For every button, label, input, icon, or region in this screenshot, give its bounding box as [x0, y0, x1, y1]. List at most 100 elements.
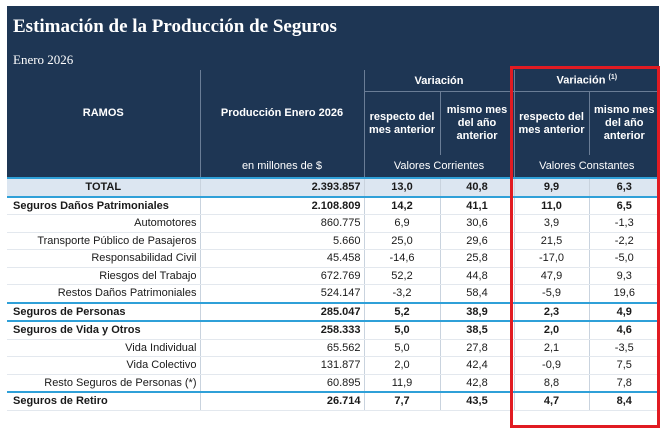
report-header: Estimación de la Producción de Seguros E…: [7, 6, 659, 70]
table-row: Seguros de Retiro 26.714 7,7 43,5 4,7 8,4: [7, 391, 660, 411]
variacion-anio-cell: 25,8: [440, 249, 515, 268]
production-table: RAMOS Producción Enero 2026 Variación Va…: [7, 70, 660, 411]
table-row: Automotores 860.775 6,9 30,6 3,9 -1,3: [7, 214, 660, 233]
variacion-constante-mes-cell: 47,9: [514, 267, 590, 285]
variacion-constante-anio-cell: 4,6: [589, 320, 660, 340]
table-row: Seguros de Personas 285.047 5,2 38,9 2,3 4,9: [7, 301, 660, 322]
header-respecto-mes-anterior-constantes: respecto del mes anterior: [514, 91, 590, 155]
ramo-cell: Seguros de Retiro: [7, 391, 201, 411]
variacion-anio-cell: 30,6: [440, 214, 515, 233]
variacion-mes-cell: 25,0: [364, 232, 441, 250]
variacion-constante-anio-cell: -2,2: [589, 232, 660, 250]
ramo-cell: Vida Individual: [7, 339, 201, 357]
produccion-cell: 131.877: [200, 356, 365, 375]
table-row: Vida Colectivo 131.877 2,0 42,4 -0,9 7,5: [7, 356, 660, 375]
variacion-constante-mes-cell: -17,0: [514, 249, 590, 268]
variacion-constante-anio-cell: -3,5: [589, 339, 660, 357]
variacion-mes-cell: -3,2: [364, 284, 441, 303]
produccion-cell: 26.714: [200, 391, 365, 411]
variacion-constante-mes-cell: 2,0: [514, 320, 590, 340]
header-produccion: Producción Enero 2026: [200, 70, 365, 155]
variacion-constante-anio-cell: -5,0: [589, 249, 660, 268]
header-valores-constantes: Valores Constantes: [514, 155, 660, 179]
ramo-cell: Automotores: [7, 214, 201, 233]
variacion-mes-cell: 14,2: [364, 196, 441, 215]
table-row: Transporte Público de Pasajeros 5.660 25,0…: [7, 232, 660, 250]
variacion-constante-anio-cell: 9,3: [589, 267, 660, 285]
header-ramos: RAMOS: [7, 70, 201, 155]
footnote-marker: (1): [608, 74, 618, 82]
variacion-constante-mes-cell: 9,9: [514, 177, 590, 198]
variacion-mes-cell: 5,2: [364, 301, 441, 322]
produccion-cell: 860.775: [200, 214, 365, 233]
report-title: Estimación de la Producción de Seguros: [13, 16, 337, 37]
variacion-anio-cell: 44,8: [440, 267, 515, 285]
variacion-constante-mes-cell: 21,5: [514, 232, 590, 250]
highlight-box-valores-constantes: [510, 66, 660, 428]
variacion-constante-anio-cell: 6,3: [589, 177, 660, 198]
table-row: TOTAL 2.393.857 13,0 40,8 9,9 6,3: [7, 177, 660, 198]
variacion-anio-cell: 42,8: [440, 374, 515, 393]
produccion-cell: 60.895: [200, 374, 365, 393]
variacion-anio-cell: 38,9: [440, 301, 515, 322]
produccion-cell: 5.660: [200, 232, 365, 250]
table-row: Responsabilidad Civil 45.458 -14,6 25,8 -17,…: [7, 249, 660, 268]
table-row: Vida Individual 65.562 5,0 27,8 2,1 -3,5: [7, 339, 660, 357]
variacion-mes-cell: 5,0: [364, 339, 441, 357]
produccion-cell: 258.333: [200, 320, 365, 340]
variacion-anio-cell: 41,1: [440, 196, 515, 215]
produccion-cell: 65.562: [200, 339, 365, 357]
ramo-cell: Restos Daños Patrimoniales: [7, 284, 201, 303]
variacion-constante-mes-cell: -0,9: [514, 356, 590, 375]
variacion-anio-cell: 58,4: [440, 284, 515, 303]
variacion-mes-cell: 52,2: [364, 267, 441, 285]
variacion-anio-cell: 38,5: [440, 320, 515, 340]
variacion-anio-cell: 42,4: [440, 356, 515, 375]
ramo-cell: Seguros de Personas: [7, 301, 201, 322]
variacion-constante-anio-cell: 8,4: [589, 391, 660, 411]
variacion-mes-cell: 11,9: [364, 374, 441, 393]
variacion-constante-mes-cell: 2,1: [514, 339, 590, 357]
header-mismo-mes-anio-anterior-constantes: mismo mes del año anterior: [589, 91, 660, 155]
variacion-mes-cell: 2,0: [364, 356, 441, 375]
table-row: Riesgos del Trabajo 672.769 52,2 44,8 47,9 9,…: [7, 267, 660, 285]
variacion-constante-anio-cell: 7,5: [589, 356, 660, 375]
produccion-cell: 2.393.857: [200, 177, 365, 198]
table-row: Resto Seguros de Personas (*) 60.895 11,9 4…: [7, 374, 660, 393]
produccion-cell: 672.769: [200, 267, 365, 285]
variacion-constante-mes-cell: 3,9: [514, 214, 590, 233]
produccion-cell: 2.108.809: [200, 196, 365, 215]
table-body: TOTAL 2.393.857 13,0 40,8 9,9 6,3 Seguros Daño…: [7, 177, 660, 411]
variacion-constante-anio-cell: 6,5: [589, 196, 660, 215]
report-subtitle: Enero 2026: [13, 52, 74, 67]
header-variacion-constantes: Variación (1): [514, 70, 660, 92]
header-variacion-constantes-label: Variación: [556, 74, 606, 87]
header-unidad: en millones de $: [200, 155, 365, 179]
table-row: Seguros Daños Patrimoniales 2.108.809 14,2…: [7, 196, 660, 215]
variacion-mes-cell: 5,0: [364, 320, 441, 340]
variacion-constante-mes-cell: 4,7: [514, 391, 590, 411]
produccion-cell: 524.147: [200, 284, 365, 303]
ramo-cell: Responsabilidad Civil: [7, 249, 201, 268]
ramo-cell: Transporte Público de Pasajeros: [7, 232, 201, 250]
variacion-constante-anio-cell: -1,3: [589, 214, 660, 233]
header-respecto-mes-anterior: respecto del mes anterior: [364, 91, 441, 155]
header-variacion-corrientes: Variación: [364, 70, 515, 92]
ramo-cell: Seguros de Vida y Otros: [7, 320, 201, 340]
ramo-cell: Riesgos del Trabajo: [7, 267, 201, 285]
header-valores-corrientes: Valores Corrientes: [364, 155, 515, 179]
ramo-cell: TOTAL: [7, 177, 201, 198]
variacion-anio-cell: 27,8: [440, 339, 515, 357]
variacion-constante-mes-cell: 11,0: [514, 196, 590, 215]
variacion-mes-cell: -14,6: [364, 249, 441, 268]
ramo-cell: Resto Seguros de Personas (*): [7, 374, 201, 393]
variacion-anio-cell: 43,5: [440, 391, 515, 411]
header-mismo-mes-anio-anterior: mismo mes del año anterior: [440, 91, 515, 155]
produccion-cell: 45.458: [200, 249, 365, 268]
ramo-cell: Vida Colectivo: [7, 356, 201, 375]
variacion-anio-cell: 29,6: [440, 232, 515, 250]
variacion-anio-cell: 40,8: [440, 177, 515, 198]
produccion-cell: 285.047: [200, 301, 365, 322]
variacion-mes-cell: 13,0: [364, 177, 441, 198]
header-spacer: [7, 155, 201, 179]
